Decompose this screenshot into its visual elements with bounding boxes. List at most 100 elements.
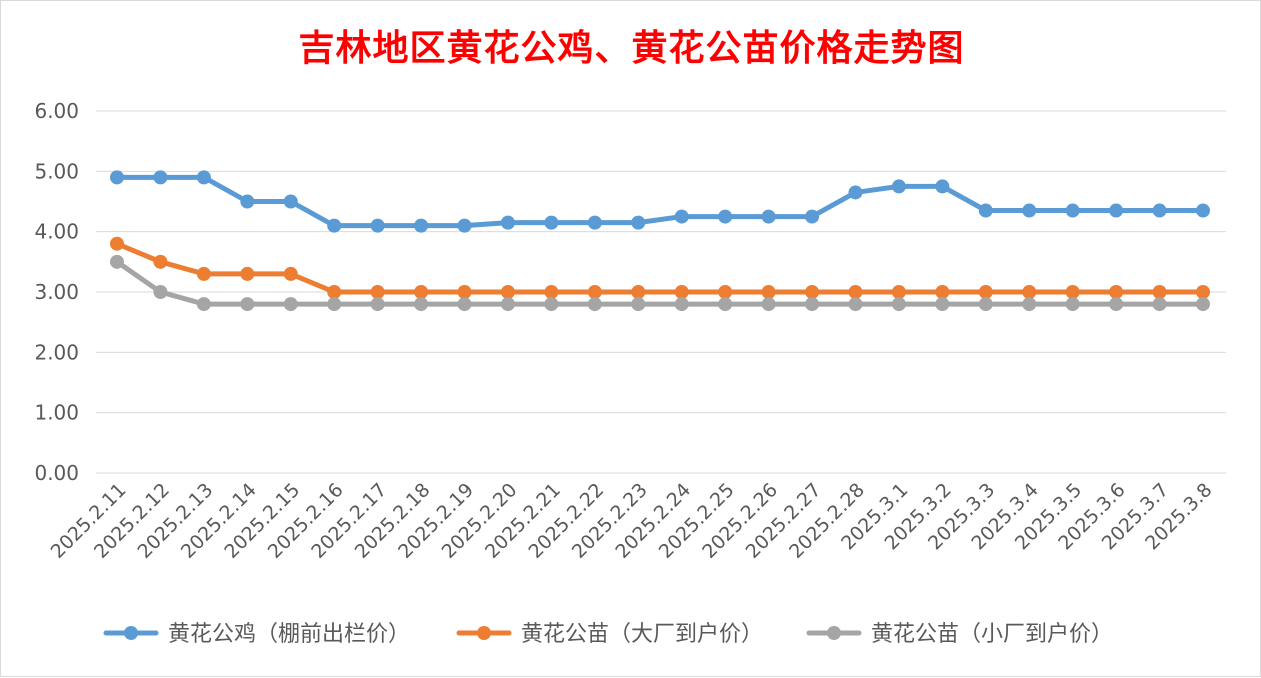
data-point — [370, 297, 385, 312]
data-point — [1109, 203, 1124, 218]
series-layer — [110, 170, 1210, 312]
y-tick-label: 2.00 — [34, 340, 79, 364]
data-point — [500, 285, 515, 299]
y-tick-label: 3.00 — [34, 280, 79, 304]
data-point — [848, 297, 863, 312]
data-point — [240, 194, 255, 209]
data-point — [761, 209, 776, 224]
data-point — [587, 215, 602, 230]
data-point — [414, 297, 429, 312]
data-point — [978, 285, 993, 299]
data-point — [674, 209, 689, 224]
series-line — [114, 174, 1206, 229]
legend-marker — [477, 626, 491, 640]
legend: 黄花公鸡（棚前出栏价） 黄花公苗（大厂到户价） 黄花公苗（小厂到户价） — [103, 622, 1113, 647]
data-point — [718, 209, 733, 224]
data-point — [674, 285, 689, 299]
legend-label: 黄花公苗（大厂到户价） — [521, 622, 763, 647]
y-axis-ticks: 0.00 1.00 2.00 3.00 4.00 5.00 6.00 — [34, 99, 79, 485]
chart-title: 吉林地区黄花公鸡、黄花公苗价格走势图 — [298, 27, 965, 69]
series-line — [114, 259, 1206, 307]
data-point — [1196, 285, 1210, 299]
data-point — [414, 285, 429, 299]
data-point — [1022, 285, 1037, 299]
data-point — [283, 194, 298, 209]
data-point — [196, 297, 211, 312]
data-point — [544, 215, 559, 230]
data-point — [283, 266, 298, 281]
legend-item: 黄花公苗（小厂到户价） — [806, 622, 1113, 647]
data-point — [674, 297, 689, 312]
data-point — [1196, 203, 1210, 218]
data-point — [761, 285, 776, 299]
data-point — [327, 297, 342, 312]
data-point — [544, 285, 559, 299]
data-point — [327, 285, 342, 299]
y-tick-label: 5.00 — [34, 159, 79, 183]
data-point — [805, 285, 820, 299]
data-point — [718, 297, 733, 312]
data-point — [1152, 203, 1167, 218]
data-point — [631, 285, 646, 299]
data-point — [153, 254, 168, 269]
data-point — [1109, 285, 1124, 299]
data-point — [110, 170, 124, 185]
legend-item: 黄花公苗（大厂到户价） — [456, 622, 763, 647]
data-point — [457, 285, 472, 299]
data-point — [631, 215, 646, 230]
data-point — [1109, 297, 1124, 312]
data-point — [196, 170, 211, 185]
data-point — [718, 285, 733, 299]
data-point — [848, 185, 863, 200]
legend-marker — [124, 626, 138, 640]
data-point — [110, 236, 124, 251]
x-axis-ticks: 2025.2.112025.2.122025.2.132025.2.142025… — [47, 479, 1217, 563]
data-point — [1065, 297, 1080, 312]
data-point — [935, 179, 950, 194]
legend-label: 黄花公鸡（棚前出栏价） — [168, 622, 410, 647]
data-point — [805, 297, 820, 312]
y-tick-label: 6.00 — [34, 99, 79, 123]
data-point — [370, 218, 385, 233]
data-point — [891, 179, 906, 194]
gridlines — [96, 110, 1226, 474]
data-point — [1065, 285, 1080, 299]
data-point — [327, 218, 342, 233]
data-point — [978, 297, 993, 312]
data-point — [1022, 297, 1037, 312]
data-point — [1196, 297, 1210, 312]
data-point — [457, 218, 472, 233]
data-point — [457, 297, 472, 312]
data-point — [935, 285, 950, 299]
data-point — [935, 297, 950, 312]
data-point — [370, 285, 385, 299]
series-line — [114, 241, 1206, 295]
data-point — [153, 285, 168, 299]
data-point — [1022, 203, 1037, 218]
data-point — [240, 266, 255, 281]
legend-label: 黄花公苗（小厂到户价） — [871, 622, 1113, 647]
data-point — [110, 254, 124, 269]
data-point — [414, 218, 429, 233]
data-point — [891, 297, 906, 312]
data-point — [631, 297, 646, 312]
data-point — [1152, 285, 1167, 299]
series-2 — [110, 254, 1210, 312]
data-point — [587, 297, 602, 312]
data-point — [500, 215, 515, 230]
data-point — [1152, 297, 1167, 312]
data-point — [240, 297, 255, 312]
data-point — [196, 266, 211, 281]
series-1 — [110, 236, 1210, 299]
data-point — [544, 297, 559, 312]
y-tick-label: 4.00 — [34, 220, 79, 244]
y-tick-label: 1.00 — [34, 401, 79, 425]
data-point — [891, 285, 906, 299]
legend-item: 黄花公鸡（棚前出栏价） — [103, 622, 410, 647]
data-point — [283, 297, 298, 312]
data-point — [1065, 203, 1080, 218]
y-tick-label: 0.00 — [34, 461, 79, 485]
series-0 — [110, 170, 1210, 233]
